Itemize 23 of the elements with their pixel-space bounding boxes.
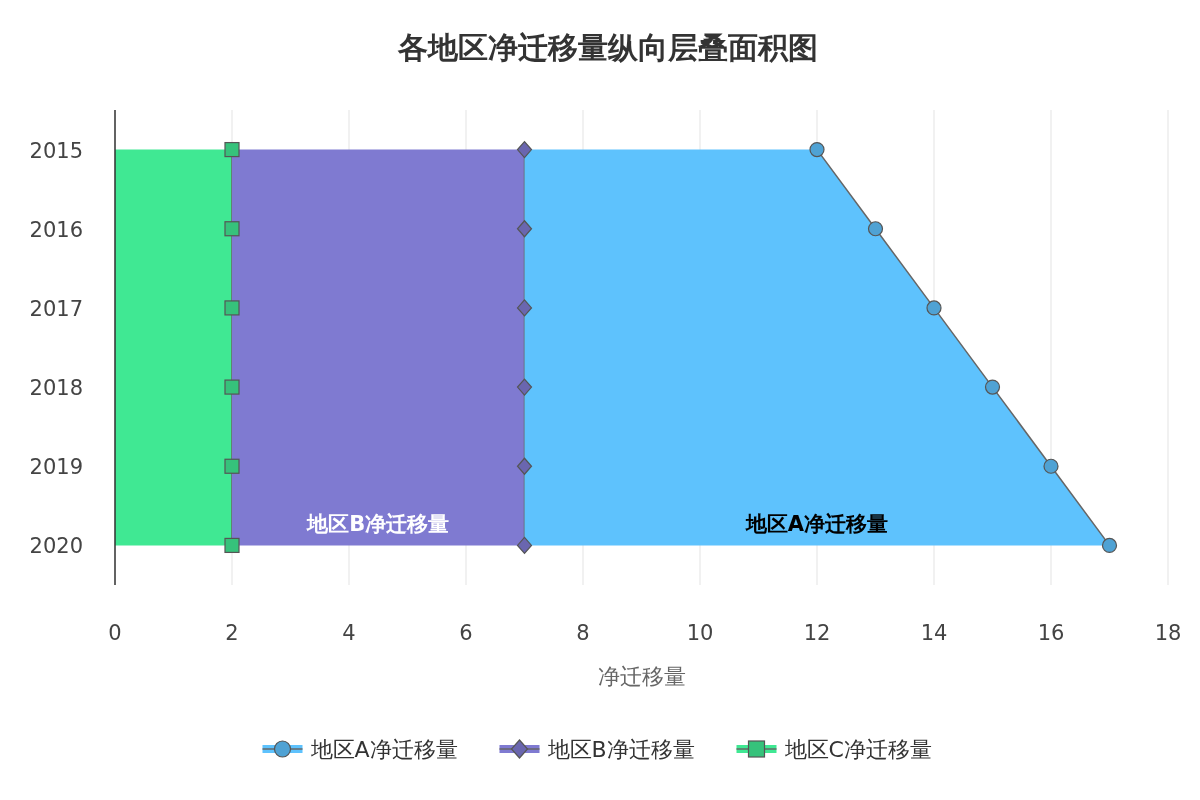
x-tick-label: 12 xyxy=(803,621,831,645)
text: 地区A净迁移量 xyxy=(745,512,889,537)
x-axis-title: 净迁移量 xyxy=(597,664,686,689)
legend-label: 地区C净迁移量 xyxy=(783,737,932,762)
x-tick-label: 0 xyxy=(108,621,122,645)
legend-label: 地区B净迁移量 xyxy=(546,737,695,762)
y-tick-label: 2016 xyxy=(29,217,83,242)
x-tick-label: 14 xyxy=(920,621,948,645)
x-tick-label: 2 xyxy=(225,621,239,645)
y-tick-label: 2020 xyxy=(29,534,83,559)
x-tick-label: 4 xyxy=(342,621,356,645)
legend-label: 地区A净迁移量 xyxy=(309,737,458,762)
x-tick-label: 10 xyxy=(686,621,714,645)
text: 地区B净迁移量 xyxy=(307,512,450,537)
y-tick-label: 2015 xyxy=(29,138,83,163)
x-tick-label: 8 xyxy=(576,621,590,645)
y-tick-label: 2019 xyxy=(29,455,83,480)
y-tick-label: 2017 xyxy=(29,296,83,321)
x-tick-label: 6 xyxy=(459,621,473,645)
x-tick-label: 16 xyxy=(1037,621,1065,645)
y-tick-label: 2018 xyxy=(29,376,83,401)
chart-title: 各地区净迁移量纵向层叠面积图 xyxy=(397,30,818,65)
x-tick-label: 18 xyxy=(1154,621,1182,645)
